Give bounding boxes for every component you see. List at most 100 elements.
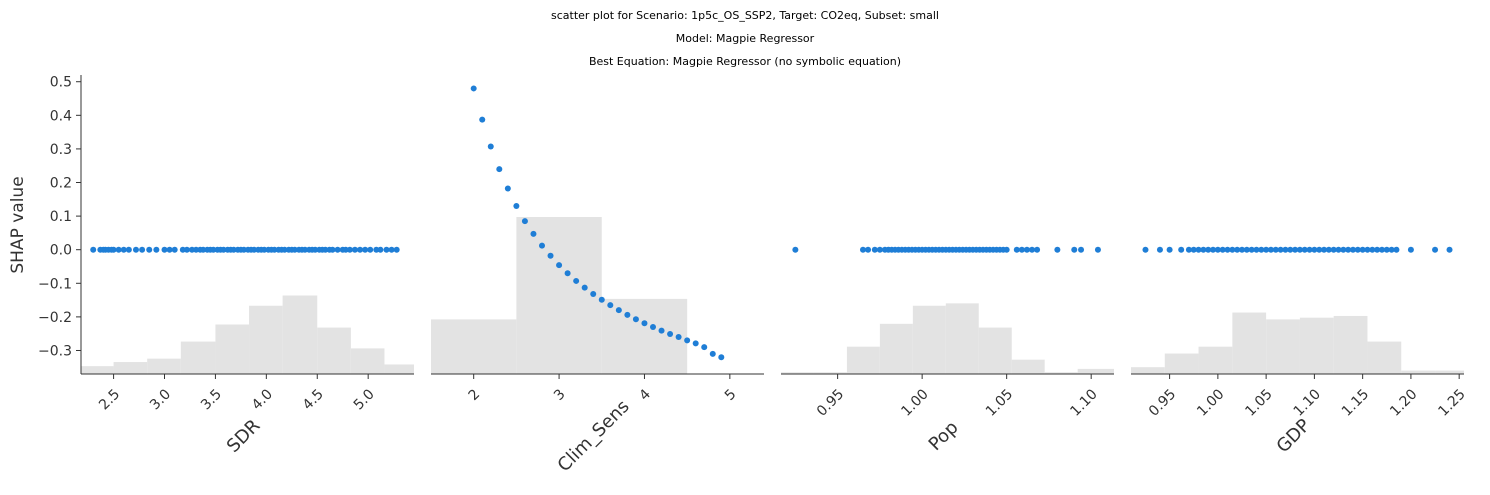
panel-1-point xyxy=(132,246,139,253)
panel-4-hist-bar xyxy=(1333,315,1368,374)
panel-4-point xyxy=(1340,246,1347,253)
panel-1-point xyxy=(383,246,390,253)
panel-4-x-tick-label: 1.20 xyxy=(1387,386,1420,419)
chart-subtitle-equation: Best Equation: Magpie Regressor (no symb… xyxy=(588,55,902,68)
panel-1-y-tick-label: 0.5 xyxy=(50,75,72,91)
panel-3-x-tick-label: 0.95 xyxy=(814,386,847,419)
panel-1-point xyxy=(346,246,353,253)
panel-3-x-label: Pop xyxy=(925,417,963,455)
panel-2-point xyxy=(598,296,605,303)
panel-2-hist-bar xyxy=(601,298,688,374)
panel-1-hist-bar xyxy=(282,295,318,374)
panel-4-point xyxy=(1325,246,1332,253)
panel-4-point xyxy=(1350,246,1356,253)
panel-1-point xyxy=(393,246,400,253)
panel-4-point xyxy=(1156,246,1163,253)
panel-1-point xyxy=(357,246,364,253)
panel-1-x-tick-label: 3.0 xyxy=(147,386,174,413)
panel-2-point xyxy=(504,185,511,192)
panel-1-point xyxy=(183,246,190,253)
panel-2-point xyxy=(479,116,486,123)
panel-3-point xyxy=(1018,246,1025,253)
panel-1-point xyxy=(171,246,178,253)
panel-1-point xyxy=(367,246,374,253)
panel-2-point xyxy=(709,350,716,357)
panel-1-y-tick-label: 0.2 xyxy=(50,176,72,192)
panel-1-point xyxy=(139,246,146,253)
panel-2-x-label: Clim_Sens xyxy=(554,396,634,476)
panel-1-x-tick-label: 2.5 xyxy=(96,386,123,413)
panel-3-point xyxy=(871,246,878,253)
panel-4-point xyxy=(1335,246,1342,253)
panel-3-point xyxy=(792,246,799,253)
panel-2-point xyxy=(658,327,665,334)
panel-2-point xyxy=(701,344,708,351)
panel-2-point xyxy=(581,284,588,291)
panel-1-point xyxy=(329,246,336,253)
panel-4-point xyxy=(1296,246,1303,253)
panel-2-point xyxy=(513,203,520,210)
panel-2-point xyxy=(718,354,725,361)
panel-1-point xyxy=(388,246,395,253)
panel-4-point xyxy=(1364,246,1371,253)
panel-1-point xyxy=(125,246,132,253)
panel-4-point xyxy=(1214,246,1221,253)
panel-2-point xyxy=(624,311,631,318)
panel-4-point xyxy=(1200,246,1207,253)
panel-3-hist-bar xyxy=(781,372,814,374)
panel-4-hist-bar xyxy=(1435,370,1464,374)
panel-1-y-tick-label: 0.0 xyxy=(50,243,72,259)
panel-1-y-tick-label: 0.1 xyxy=(50,209,72,225)
panel-4-hist-bar xyxy=(1266,319,1300,374)
panel-4-point xyxy=(1219,246,1226,253)
chart-title: scatter plot for Scenario: 1p5c_OS_SSP2,… xyxy=(551,9,939,22)
panel-1-hist-bar xyxy=(113,362,148,374)
panel-1-hist-bar xyxy=(215,324,250,374)
panel-4-x-tick-label: 1.15 xyxy=(1339,386,1372,419)
panel-1-point xyxy=(120,246,127,253)
panel-2-point xyxy=(496,166,503,173)
panel-4-point xyxy=(1210,246,1217,253)
panel-4-point xyxy=(1195,246,1202,253)
panel-1-y-label: SHAP value xyxy=(8,176,28,273)
panel-4-x-tick-label: 0.95 xyxy=(1146,386,1179,419)
panel-4-hist-bar xyxy=(1232,312,1267,374)
panel-4-point xyxy=(1263,246,1270,253)
panel-4-point xyxy=(1321,246,1328,253)
panel-2-x-tick-label: 2 xyxy=(466,386,484,404)
panel-4-point xyxy=(1383,246,1390,253)
panel-3-point xyxy=(1003,246,1010,253)
panel-2-point xyxy=(607,302,614,309)
panel-4-point xyxy=(1258,246,1265,253)
panel-4-hist-bar xyxy=(1367,341,1402,374)
panel-2-x-tick-label: 3 xyxy=(551,386,569,404)
panel-4-x-tick-label: 1.25 xyxy=(1435,386,1468,419)
panel-2-hist-bar xyxy=(516,217,602,374)
panel-4-point xyxy=(1272,246,1279,253)
panel-1-point xyxy=(377,246,384,253)
panel-4-point xyxy=(1330,246,1337,253)
panel-3-hist-bar xyxy=(1077,368,1114,374)
panel-4-point xyxy=(1205,246,1212,253)
panel-4-point xyxy=(1229,246,1236,253)
panel-2-point xyxy=(573,277,580,284)
panel-2-point xyxy=(470,85,477,92)
panel-4-x-tick-label: 1.10 xyxy=(1291,386,1324,419)
panel-4-point xyxy=(1306,246,1313,253)
panel-4-x-tick-label: 1.00 xyxy=(1194,386,1227,419)
panel-4-point xyxy=(1301,246,1308,253)
panel-3-point xyxy=(1023,246,1030,253)
panel-3-hist-bar xyxy=(1044,372,1078,374)
panel-2-point xyxy=(615,307,622,314)
panel-3-point xyxy=(859,246,866,253)
panel-2-point xyxy=(521,218,528,225)
panel-3-x-tick-label: 1.10 xyxy=(1067,386,1100,419)
panel-4-point xyxy=(1316,246,1323,253)
panel-2-point xyxy=(539,242,545,249)
panel-3-point xyxy=(1094,246,1101,253)
panel-2-point xyxy=(590,291,597,298)
panel-4-point xyxy=(1369,246,1376,253)
panel-3-hist-bar xyxy=(978,327,1012,374)
panel-3-point xyxy=(876,246,883,253)
